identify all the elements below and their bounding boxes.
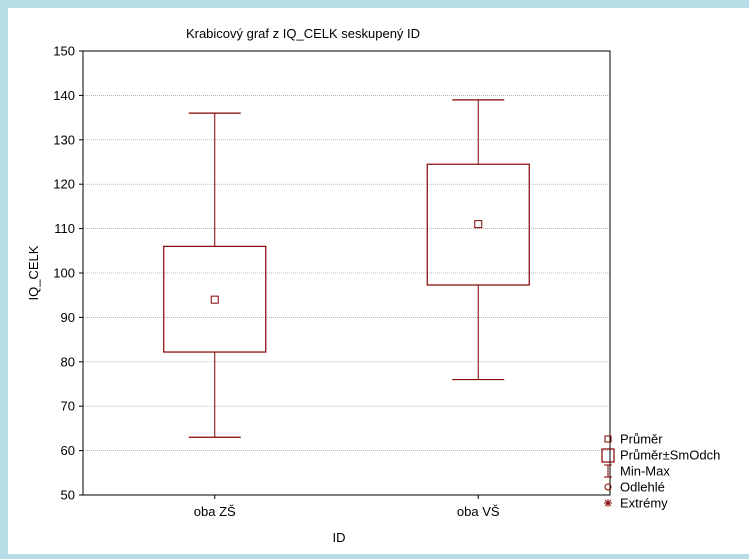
y-tick-label: 150 (53, 44, 75, 59)
boxes (163, 99, 530, 438)
legend-label: Odlehlé (620, 480, 665, 495)
y-tick-label: 100 (53, 266, 75, 281)
y-axis: 50 60 70 80 90 100 110 120 130 140 150 (53, 44, 83, 503)
y-tick-label: 70 (61, 399, 75, 414)
x-tick-label: oba ZŠ (194, 504, 236, 519)
small-square-icon (604, 435, 612, 443)
legend-label: Extrémy (620, 496, 668, 511)
y-tick-label: 60 (61, 443, 75, 458)
legend-item: Min-Max (604, 464, 670, 479)
y-tick-label: 90 (61, 310, 75, 325)
y-tick-label: 130 (53, 132, 75, 147)
whisker-icon (604, 464, 612, 478)
sd-box (426, 163, 530, 286)
box-group (163, 112, 267, 438)
legend-item: Průměr (604, 432, 663, 447)
chart-window: Krabicový graf z IQ_CELK seskupený ID 50… (8, 8, 749, 554)
box-group (426, 99, 530, 381)
legend-label: Min-Max (620, 464, 670, 479)
mean-marker (210, 295, 219, 304)
chart-title: Krabicový graf z IQ_CELK seskupený ID (186, 26, 420, 41)
legend-label: Průměr±SmOdch (620, 448, 720, 463)
y-tick-label: 50 (61, 488, 75, 503)
x-axis-label: ID (333, 530, 346, 545)
y-axis-label: IQ_CELK (26, 245, 41, 300)
legend-item: Odlehlé (604, 480, 665, 495)
y-tick-label: 140 (53, 88, 75, 103)
mean-marker (474, 220, 483, 229)
asterisk-icon (604, 499, 612, 507)
box-icon (601, 448, 615, 463)
y-tick-label: 120 (53, 177, 75, 192)
circle-icon (604, 483, 612, 491)
box-plot-chart: Krabicový graf z IQ_CELK seskupený ID 50… (26, 26, 720, 545)
y-tick-label: 110 (54, 221, 75, 236)
y-tick-label: 80 (61, 354, 75, 369)
x-tick-label: oba VŠ (457, 504, 500, 519)
legend-item: Extrémy (604, 496, 668, 511)
asterisk-icon-d2 (604, 499, 612, 507)
sd-box (163, 245, 267, 353)
legend-label: Průměr (620, 432, 663, 447)
plot-frame (82, 50, 611, 496)
legend-item: Průměr±SmOdch (601, 448, 720, 463)
x-axis: oba ZŠ oba VŠ (194, 495, 500, 519)
grid (83, 95, 610, 451)
